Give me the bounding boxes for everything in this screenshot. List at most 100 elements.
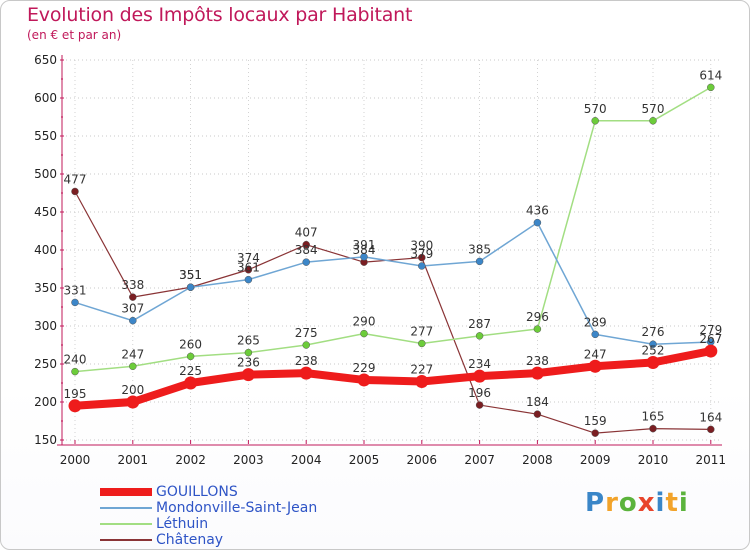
proxiti-logo: Proxiti	[585, 488, 689, 518]
data-label-l-thuin: 570	[642, 102, 665, 116]
data-point-mondonville-saint-jean	[244, 275, 253, 284]
data-point-ch-tenay	[591, 429, 599, 437]
data-point-ch-tenay	[418, 253, 426, 262]
data-label-mondonville-saint-jean: 307	[121, 302, 144, 316]
data-point-gouillons	[415, 374, 429, 388]
data-label-mondonville-saint-jean: 436	[526, 204, 549, 218]
data-point-gouillons	[68, 399, 82, 413]
data-label-mondonville-saint-jean: 351	[179, 268, 202, 282]
x-tick-label: 2005	[349, 453, 380, 467]
data-point-ch-tenay	[302, 240, 310, 249]
logo-letter: o	[618, 488, 638, 518]
logo-letter: r	[605, 488, 619, 518]
data-label-ch-tenay: 338	[121, 278, 144, 292]
data-label-ch-tenay: 407	[295, 226, 318, 240]
data-label-l-thuin: 275	[295, 326, 318, 340]
legend-swatch-gouillons	[100, 488, 152, 496]
data-point-gouillons	[588, 359, 602, 373]
data-point-l-thuin	[591, 117, 599, 125]
data-point-ch-tenay	[71, 187, 79, 196]
data-label-l-thuin: 614	[699, 68, 722, 82]
data-label-l-thuin: 247	[121, 347, 144, 361]
data-label-l-thuin: 296	[526, 310, 549, 324]
value-labels: 477 338 351 374 407 390 196 184 159 165 164 240 247 2…	[64, 68, 723, 428]
data-point-mondonville-saint-jean	[360, 253, 368, 261]
data-label-ch-tenay: 184	[526, 395, 549, 409]
legend-swatch-lethuin	[100, 523, 152, 525]
data-label-mondonville-saint-jean: 391	[353, 238, 376, 252]
data-point-l-thuin	[418, 339, 426, 348]
data-point-l-thuin	[360, 329, 368, 338]
data-label-gouillons: 234	[468, 357, 491, 371]
data-label-gouillons: 200	[121, 383, 144, 397]
y-tick-label: 300	[34, 319, 57, 333]
data-label-gouillons: 267	[699, 332, 722, 346]
chart-title: Evolution des Impôts locaux par Habitant	[27, 4, 413, 26]
data-point-gouillons	[530, 366, 544, 380]
legend-swatch-mondonville	[100, 507, 152, 509]
x-tick-label: 2004	[291, 453, 322, 467]
data-label-ch-tenay: 165	[642, 410, 665, 424]
data-point-ch-tenay	[129, 293, 137, 301]
data-label-gouillons: 252	[642, 343, 665, 357]
series-line-gouillons	[71, 347, 715, 410]
data-label-gouillons: 238	[526, 354, 549, 368]
data-label-gouillons: 195	[64, 387, 87, 401]
legend: GOUILLONS Mondonville-Saint-Jean Léthuin…	[100, 484, 360, 548]
data-point-l-thuin	[186, 352, 195, 361]
data-point-mondonville-saint-jean	[186, 283, 195, 291]
y-tick-label: 350	[34, 281, 57, 295]
data-point-l-thuin	[649, 117, 657, 125]
data-point-ch-tenay	[475, 401, 484, 409]
y-tick-label: 200	[34, 395, 57, 409]
x-tick-label: 2008	[522, 453, 553, 467]
data-point-l-thuin	[302, 341, 310, 349]
y-tick-label: 150	[34, 433, 57, 447]
y-tick-label: 400	[34, 243, 57, 257]
data-point-mondonville-saint-jean	[418, 262, 426, 270]
data-label-ch-tenay: 196	[468, 386, 491, 400]
data-label-mondonville-saint-jean: 289	[584, 315, 607, 329]
data-point-ch-tenay	[707, 425, 715, 434]
legend-item-gouillons: GOUILLONS	[100, 484, 360, 500]
y-tick-label: 450	[34, 205, 57, 219]
data-point-l-thuin	[707, 83, 715, 92]
data-label-gouillons: 247	[584, 347, 607, 361]
data-label-l-thuin: 287	[468, 317, 491, 331]
x-tick-label: 2010	[638, 453, 669, 467]
data-point-l-thuin	[244, 348, 253, 357]
x-tick-label: 2001	[118, 453, 149, 467]
legend-label-lethuin: Léthuin	[156, 516, 209, 532]
data-point-l-thuin	[71, 367, 79, 376]
data-point-mondonville-saint-jean	[475, 257, 484, 266]
data-label-gouillons: 225	[179, 364, 202, 378]
data-label-ch-tenay: 477	[64, 172, 87, 186]
x-tick-label: 2002	[175, 453, 206, 467]
data-label-gouillons: 227	[410, 362, 433, 376]
y-tick-label: 550	[34, 129, 57, 143]
logo-letter: t	[665, 488, 679, 518]
x-tick-label: 2011	[696, 453, 727, 467]
data-label-mondonville-saint-jean: 384	[295, 243, 318, 257]
y-tick-label: 250	[34, 357, 57, 371]
logo-letter: i	[655, 488, 666, 518]
data-label-ch-tenay: 374	[237, 251, 260, 265]
data-point-ch-tenay	[244, 266, 253, 274]
y-tick-label: 650	[34, 53, 57, 67]
data-point-ch-tenay	[533, 410, 542, 418]
data-label-mondonville-saint-jean: 331	[64, 283, 87, 297]
legend-label-chatenay: Châtenay	[156, 532, 224, 548]
data-point-mondonville-saint-jean	[302, 258, 310, 266]
data-label-gouillons: 236	[237, 356, 260, 370]
data-point-mondonville-saint-jean	[129, 316, 137, 325]
data-point-mondonville-saint-jean	[649, 340, 657, 348]
series-lines	[68, 83, 718, 437]
data-point-l-thuin	[533, 325, 542, 333]
data-label-l-thuin: 277	[410, 324, 433, 338]
logo-letter: P	[585, 488, 606, 518]
data-point-mondonville-saint-jean	[71, 298, 79, 307]
data-point-ch-tenay	[649, 424, 657, 433]
data-label-mondonville-saint-jean: 276	[642, 325, 665, 339]
logo-letter: x	[637, 488, 656, 518]
